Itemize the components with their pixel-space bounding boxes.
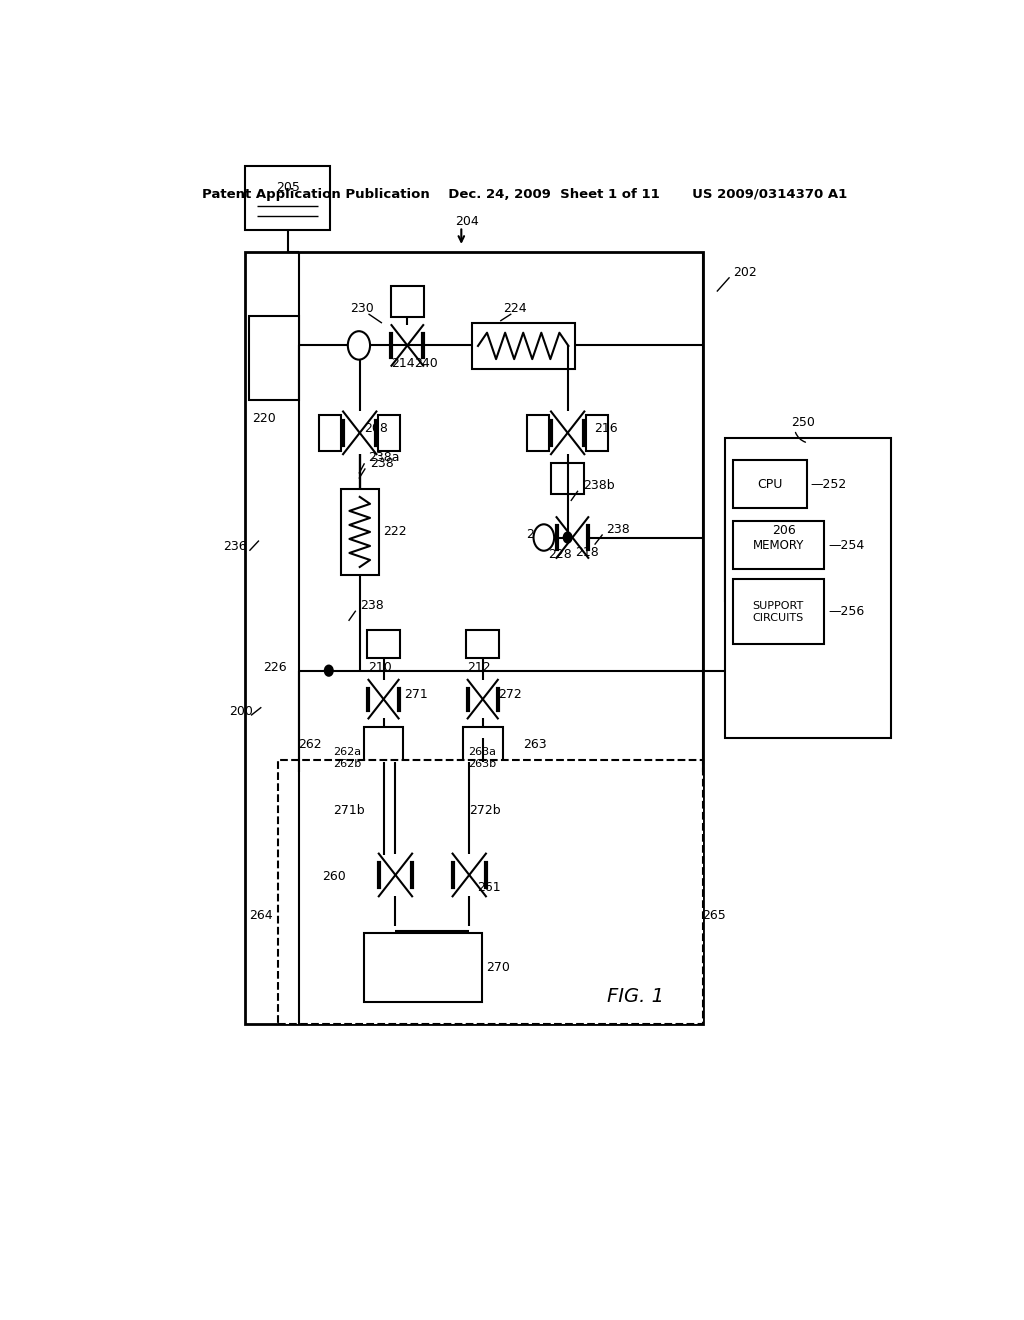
Text: 220: 220 [253, 412, 276, 425]
Text: MEMORY: MEMORY [753, 539, 804, 552]
Bar [246, 165, 331, 230]
Bar [733, 579, 824, 644]
Text: —256: —256 [828, 605, 864, 618]
Bar [367, 630, 400, 659]
Text: 270: 270 [486, 961, 510, 974]
Bar [246, 252, 702, 1024]
Text: 206: 206 [772, 524, 796, 537]
Bar [364, 726, 403, 762]
Bar [278, 760, 702, 1024]
Bar [586, 414, 608, 451]
Text: 260: 260 [323, 870, 346, 883]
Text: 200: 200 [229, 705, 254, 718]
Text: CPU: CPU [757, 478, 782, 491]
Text: 263a: 263a [468, 747, 496, 756]
Bar [378, 414, 400, 451]
Text: 204: 204 [455, 215, 478, 228]
Text: 240: 240 [414, 358, 437, 370]
Bar [341, 488, 379, 576]
Circle shape [348, 331, 370, 359]
Bar [319, 414, 341, 451]
Text: 262: 262 [298, 738, 322, 751]
Text: 238a: 238a [369, 450, 400, 463]
Text: 263: 263 [523, 738, 547, 751]
Text: 226: 226 [263, 661, 287, 675]
Bar [733, 461, 807, 508]
Bar [725, 438, 892, 738]
Text: —252: —252 [811, 478, 847, 491]
Text: 208: 208 [365, 422, 388, 436]
Text: 263b: 263b [468, 759, 496, 770]
Text: 218: 218 [574, 546, 599, 560]
Text: 236: 236 [223, 540, 247, 553]
Text: 238: 238 [606, 523, 631, 536]
Text: 222: 222 [383, 525, 407, 539]
Text: 228: 228 [549, 548, 572, 561]
Bar [463, 726, 503, 762]
Text: 250: 250 [791, 416, 814, 429]
Text: 230: 230 [350, 302, 374, 315]
Text: FIG. 1: FIG. 1 [607, 987, 665, 1006]
Text: 262a: 262a [334, 747, 361, 756]
Bar [551, 463, 585, 494]
Text: 272: 272 [498, 688, 521, 701]
Text: SUPPORT
CIRCUITS: SUPPORT CIRCUITS [753, 601, 804, 623]
Text: 261: 261 [477, 880, 501, 894]
Bar [733, 521, 824, 569]
Text: 216: 216 [594, 422, 617, 436]
Text: —254: —254 [828, 539, 864, 552]
Text: 264: 264 [249, 909, 272, 923]
Text: Patent Application Publication    Dec. 24, 2009  Sheet 1 of 11       US 2009/031: Patent Application Publication Dec. 24, … [202, 189, 848, 202]
Text: 271b: 271b [333, 804, 365, 817]
Circle shape [325, 665, 333, 676]
Text: 265: 265 [701, 909, 726, 923]
Bar [725, 480, 842, 601]
Text: 272b: 272b [469, 804, 501, 817]
Circle shape [563, 532, 571, 543]
Text: 238b: 238b [583, 479, 614, 492]
Text: 238: 238 [370, 457, 394, 470]
Text: 238: 238 [360, 599, 384, 612]
Bar [527, 414, 550, 451]
Text: 232: 232 [526, 528, 550, 541]
Bar [466, 630, 500, 659]
Bar [391, 286, 424, 317]
Text: 212: 212 [467, 661, 490, 675]
Bar [365, 933, 482, 1002]
Text: 202: 202 [733, 265, 758, 279]
Text: 205: 205 [276, 181, 300, 194]
Text: 214: 214 [391, 358, 415, 370]
Bar [249, 315, 299, 400]
Text: 262b: 262b [334, 759, 361, 770]
Text: 224: 224 [504, 302, 527, 315]
Text: 210: 210 [368, 661, 391, 675]
Bar [472, 323, 574, 368]
Text: 271: 271 [404, 688, 428, 701]
Circle shape [534, 524, 554, 550]
